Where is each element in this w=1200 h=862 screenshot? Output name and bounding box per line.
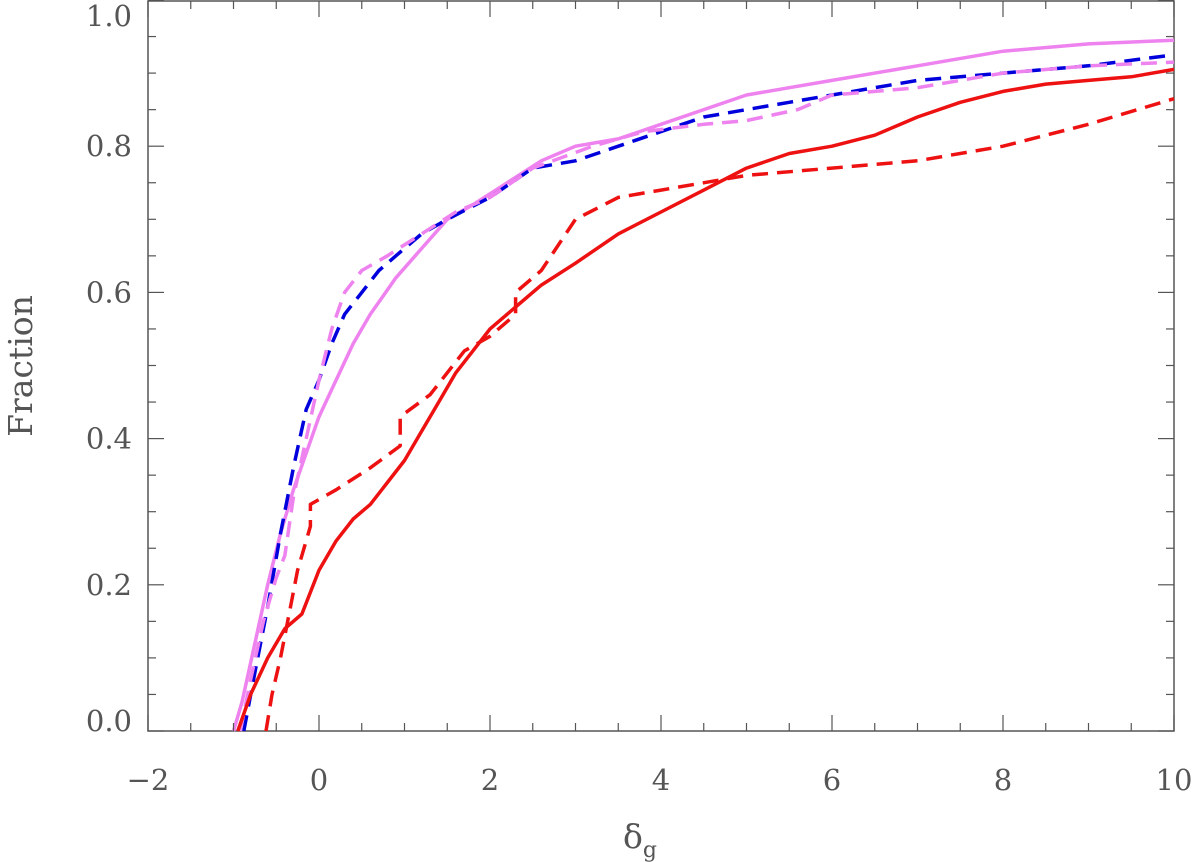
series-line-5 [264,97,1175,732]
x-axis-label-main: δ [623,817,643,856]
y-tick-label: 0.8 [86,129,132,163]
plot-border [147,0,1175,732]
x-tick-label: 4 [652,763,670,797]
series-line-1 [231,38,1175,732]
y-tick-label: 0.4 [86,422,132,456]
x-tick-label: 10 [1156,763,1193,797]
plot-frame [147,0,1175,732]
y-tick-label: 0.6 [86,275,132,309]
series-layer [231,38,1175,732]
y-tick-label: 0.0 [86,704,132,738]
series-line-4 [236,67,1175,732]
x-axis-label-subscript: g [643,838,657,862]
y-tick-label: 1.0 [86,0,132,33]
y-axis-label: Fraction [1,295,40,437]
x-tick-label: 2 [481,763,499,797]
x-tick-label: −2 [127,763,170,797]
series-line-3 [238,60,1175,732]
tick-layer: −2 0 2 4 6 8 10 0.0 0.2 0.4 0.6 0.8 1.0 [86,0,1193,797]
x-axis-label: δg [623,817,657,862]
x-tick-label: 0 [310,763,328,797]
y-tick-label: 0.2 [86,568,132,602]
x-tick-label: 6 [823,763,841,797]
series-line-2 [242,53,1175,732]
x-tick-label: 8 [994,763,1012,797]
